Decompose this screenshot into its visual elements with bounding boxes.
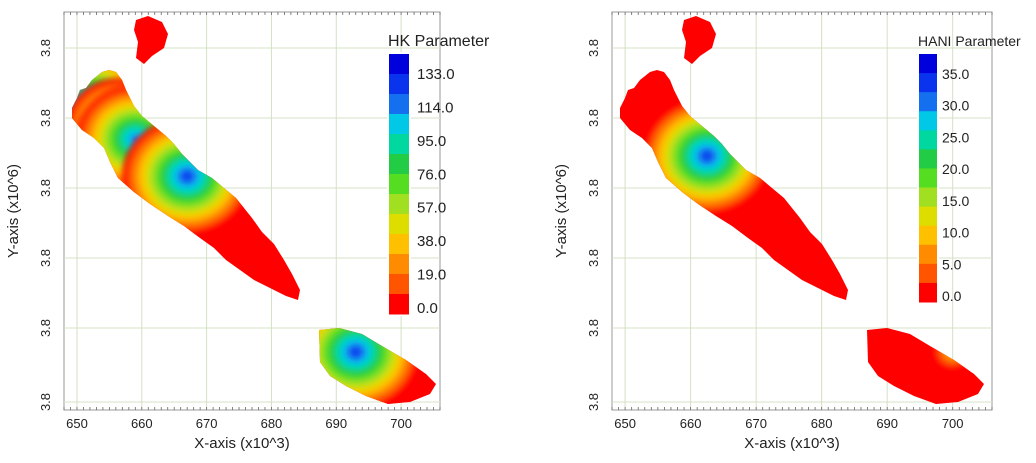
legend-label: 57.0 [417,200,446,217]
x-tick-label: 650 [614,416,636,431]
legend-label: 35.0 [942,66,969,82]
legend-swatch [389,134,409,155]
legend-swatch [919,206,937,227]
legend-swatch [919,225,937,246]
x-tick-label: 660 [131,416,153,431]
x-tick-label: 660 [680,416,702,431]
legend-label: 25.0 [942,129,969,145]
legend-swatch [389,74,409,95]
region-2 [682,16,716,64]
y-tick-label: 3.8 [586,249,601,267]
legend-swatch [919,92,937,112]
y-axis-label: Y-axis (x10^6) [5,164,22,258]
chart-panel-1: 650 660 670 680 690 700 3.8 3.8 3.8 3.8 3.8 3.8 X-ax… [5,11,490,452]
x-axis-label: X-axis (x10^3) [194,435,289,452]
legend-label: 95.0 [417,133,446,150]
legend-swatch [919,149,937,169]
x-tick-label: 700 [942,416,964,431]
legend-swatch [919,130,937,150]
legend-label: 133.0 [417,66,455,83]
region-2 [134,16,168,64]
chart-panel-2: 650 660 670 680 690 700 3.8 3.8 3.8 3.8 3.8 3.8 X-ax… [553,11,1021,452]
y-tick-label: 3.8 [38,109,53,127]
legend-label: 0.0 [942,288,962,304]
x-tick-label: 700 [390,416,412,431]
legend-title: HK Parameter [388,33,490,50]
legend-swatch [389,234,409,255]
legend-label: 15.0 [942,193,969,209]
x-tick-label: 680 [261,416,283,431]
legend-swatch [389,294,409,315]
legend-label: 5.0 [942,256,962,272]
y-tick-label: 3.8 [38,393,53,411]
legend-swatch [919,111,937,131]
legend: HANI Parameter 35.0 30.0 25.0 20.0 15.0 10.0 5.… [917,33,1021,304]
legend-swatch [389,254,409,275]
legend-swatch [919,54,937,74]
legend-swatch [919,244,937,265]
legend-swatch [919,73,937,93]
legend-label: 114.0 [417,99,453,116]
legend-swatch [919,263,937,284]
x-tick-label: 680 [811,416,833,431]
legend-swatch [389,54,409,75]
legend-label: 76.0 [417,166,446,183]
legend-label: 20.0 [942,161,969,177]
legend-title: HANI Parameter [918,33,1021,49]
y-tick-label: 3.8 [38,179,53,197]
y-tick-label: 3.8 [38,249,53,267]
legend-label: 10.0 [942,225,969,241]
y-tick-label: 3.8 [586,319,601,337]
legend-swatch [919,282,937,303]
x-tick-label: 670 [745,416,767,431]
legend-swatch [389,154,409,175]
legend-label: 0.0 [417,300,438,317]
y-tick-label: 3.8 [586,39,601,57]
x-tick-label: 690 [876,416,898,431]
y-axis-label: Y-axis (x10^6) [553,164,570,258]
y-tick-label: 3.8 [586,179,601,197]
y-tick-label: 3.8 [586,393,601,411]
x-tick-label: 690 [325,416,347,431]
legend-swatch [389,214,409,235]
legend-swatch [919,187,937,208]
x-axis-label: X-axis (x10^3) [744,435,839,452]
legend-swatch [389,194,409,215]
region-3 [867,328,984,404]
legend-swatch [389,114,409,135]
legend-label: 30.0 [942,98,969,114]
legend-label: 19.0 [417,267,446,284]
legend: HK Parameter 133.0 114.0 95.0 76.0 57.0 38.0 19… [387,33,490,317]
legend-swatch [389,174,409,195]
legend-label: 38.0 [417,233,446,250]
x-tick-label: 650 [66,416,88,431]
legend-swatch [919,168,937,189]
legend-swatch [389,94,409,115]
y-tick-label: 3.8 [586,109,601,127]
x-tick-label: 670 [196,416,218,431]
legend-swatch [389,274,409,295]
y-tick-label: 3.8 [38,39,53,57]
y-tick-label: 3.8 [38,319,53,337]
